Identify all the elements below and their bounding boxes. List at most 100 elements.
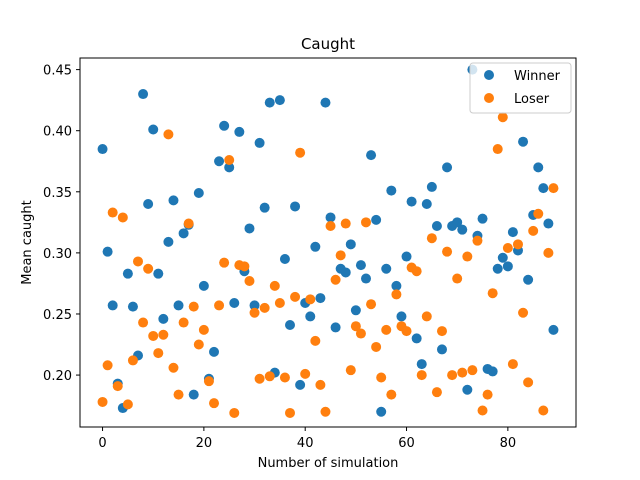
loser-point [279, 372, 290, 383]
loser-point [153, 348, 164, 359]
winner-point [234, 126, 245, 137]
loser-point [127, 355, 138, 366]
winner-point [502, 261, 513, 272]
x-axis-label: Number of simulation [258, 456, 399, 471]
winner-point [533, 162, 544, 173]
winner-point [361, 273, 371, 284]
loser-point [168, 362, 179, 373]
winner-point [487, 366, 498, 377]
loser-point [431, 387, 442, 398]
winner-point [285, 319, 295, 330]
loser-point [102, 360, 113, 371]
loser-point [148, 330, 159, 341]
winner-point [452, 217, 463, 228]
winner-point [381, 263, 392, 274]
winner-point [371, 214, 382, 225]
loser-point [320, 406, 331, 417]
loser-point [462, 251, 473, 262]
loser-point [477, 405, 488, 416]
loser-point [538, 405, 549, 416]
loser-point [264, 371, 275, 382]
loser-point [138, 317, 149, 328]
winner-point [411, 333, 422, 344]
loser-point [254, 373, 265, 384]
loser-point [345, 365, 356, 376]
chart-title: Caught [301, 35, 355, 53]
winner-point [259, 202, 270, 213]
winner-point [401, 251, 412, 262]
winner-point [138, 89, 149, 100]
winner-point [173, 300, 184, 311]
y-tick-label: 0.40 [43, 125, 72, 140]
loser-point [330, 274, 341, 285]
x-axis: 0 20 40 60 80 [98, 427, 516, 451]
winner-point [320, 97, 331, 108]
winner-point [188, 389, 199, 400]
y-tick-label: 0.45 [43, 64, 72, 79]
loser-point [371, 341, 382, 352]
legend-box [469, 62, 572, 114]
x-tick-label: 80 [500, 436, 517, 451]
loser-point [290, 291, 301, 302]
legend-label-winner: Winner [514, 69, 561, 84]
winner-point [507, 227, 518, 238]
loser-point [300, 368, 311, 379]
loser-point [269, 280, 280, 291]
winner-point [158, 313, 169, 324]
winner-point [315, 293, 326, 304]
loser-point [457, 367, 468, 378]
loser-point [310, 335, 321, 346]
loser-point [122, 399, 133, 410]
loser-point [193, 339, 204, 350]
winner-point [431, 221, 442, 231]
loser-point [112, 381, 123, 392]
loser-point [512, 239, 523, 250]
winner-point [168, 195, 179, 206]
loser-point [244, 275, 255, 286]
loser-point [391, 289, 402, 300]
loser-point [386, 389, 397, 400]
x-tick-label: 20 [196, 436, 213, 451]
y-axis: 0.20 0.25 0.30 0.35 0.40 0.45 [43, 64, 80, 384]
loser-point [285, 407, 295, 418]
loser-point [350, 321, 361, 332]
winner-point [426, 181, 437, 192]
winner-point [355, 260, 366, 271]
winner-point [274, 95, 285, 106]
loser-point [274, 297, 285, 308]
y-tick-label: 0.30 [43, 247, 72, 262]
loser-point [548, 183, 559, 194]
winner-point [391, 280, 402, 291]
winner-point [350, 305, 361, 316]
winner-point [279, 254, 290, 264]
winner-point [538, 183, 549, 194]
loser-point [361, 217, 371, 228]
winner-point [153, 268, 164, 279]
winner-point [122, 268, 133, 279]
legend-marker-loser [484, 93, 494, 103]
winner-point [143, 199, 154, 210]
winner-point [295, 379, 306, 390]
loser-point [523, 377, 534, 388]
loser-point [487, 288, 498, 299]
series-loser [97, 112, 559, 418]
loser-point [214, 300, 225, 311]
loser-point [259, 302, 270, 313]
winner-point [421, 199, 432, 210]
loser-point [209, 398, 220, 409]
winner-point [305, 311, 316, 322]
winner-point [416, 359, 427, 370]
loser-point [295, 147, 306, 158]
winner-point [219, 120, 230, 131]
loser-point [467, 365, 478, 376]
loser-point [472, 235, 483, 246]
loser-point [203, 376, 214, 387]
loser-point [173, 389, 184, 400]
loser-point [188, 301, 199, 312]
winner-point [214, 156, 225, 167]
winner-point [396, 311, 407, 322]
loser-point [533, 208, 544, 219]
winner-point [325, 212, 336, 223]
loser-point [528, 225, 539, 236]
winner-point [224, 162, 235, 173]
